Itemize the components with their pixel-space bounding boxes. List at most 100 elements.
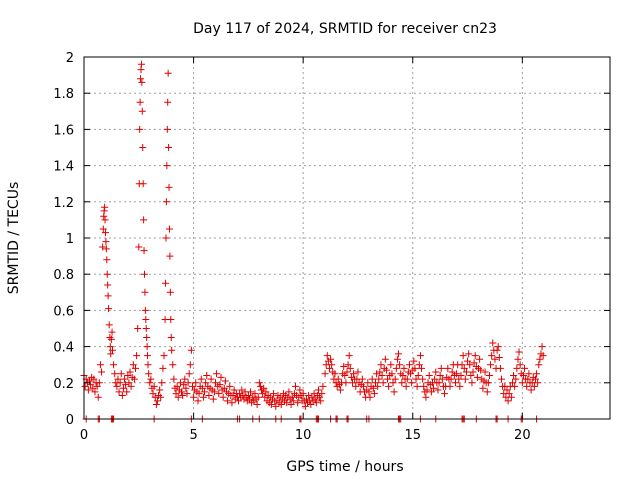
data-point [182, 384, 190, 392]
data-point [514, 355, 522, 363]
data-point [91, 388, 99, 396]
data-point [144, 361, 152, 369]
data-point [432, 368, 440, 376]
data-point [84, 386, 92, 394]
data-point [195, 390, 203, 398]
data-point [229, 391, 237, 399]
data-point [485, 372, 493, 380]
data-point [137, 75, 145, 83]
data-point [467, 372, 475, 380]
data-point [260, 384, 268, 392]
data-point [328, 361, 336, 369]
data-point [518, 379, 526, 387]
data-point [388, 370, 396, 378]
data-point [101, 203, 109, 211]
data-point [95, 379, 103, 387]
data-point [316, 393, 324, 401]
data-point [94, 393, 102, 401]
data-point [395, 350, 403, 358]
data-point [134, 325, 142, 332]
data-point [370, 390, 378, 398]
data-point [390, 388, 398, 396]
data-point [471, 352, 479, 360]
data-point [470, 359, 478, 367]
data-point [277, 401, 285, 409]
data-point [358, 375, 366, 383]
data-point [125, 379, 133, 387]
data-point [446, 382, 454, 390]
data-point [389, 379, 397, 387]
data-point [103, 270, 111, 278]
data-point [230, 386, 238, 394]
data-point [462, 368, 470, 376]
data-point [158, 379, 166, 387]
data-point [527, 386, 535, 394]
y-axis-label: SRMTID / TECUs [6, 182, 22, 295]
data-point [491, 355, 499, 363]
data-point [468, 379, 476, 387]
chart-title: Day 117 of 2024, SRMTID for receiver cn2… [193, 21, 497, 37]
data-point [220, 384, 228, 392]
data-point [183, 390, 191, 398]
data-point [207, 375, 215, 383]
data-point [407, 370, 415, 378]
data-point [305, 391, 313, 399]
data-point [483, 388, 491, 396]
data-point [165, 183, 173, 191]
data-point [205, 391, 213, 399]
data-point [393, 355, 401, 363]
data-point [219, 393, 227, 401]
data-point [194, 397, 202, 405]
data-point [430, 384, 438, 392]
data-point [173, 382, 181, 390]
data-point [494, 343, 502, 351]
data-point [106, 343, 114, 351]
y-tick-label: 1 [66, 232, 74, 247]
data-point [512, 375, 520, 383]
data-point [484, 379, 492, 387]
data-point [287, 401, 295, 409]
data-point [469, 368, 477, 376]
data-point [431, 375, 439, 383]
data-point [254, 393, 262, 401]
data-point [118, 391, 126, 399]
data-point [138, 107, 146, 115]
data-point [498, 375, 506, 383]
data-point [85, 377, 93, 385]
data-point [447, 375, 455, 383]
data-point [405, 361, 413, 369]
data-point [99, 225, 107, 233]
data-point [217, 373, 225, 381]
data-point [127, 382, 135, 390]
data-point [516, 361, 524, 369]
data-point [453, 370, 461, 378]
data-point [89, 384, 97, 392]
data-point [221, 377, 229, 385]
data-point [477, 366, 485, 374]
data-point [508, 379, 516, 387]
data-point [145, 370, 153, 378]
data-point [102, 238, 110, 246]
data-point [519, 372, 527, 380]
axis-ticks [83, 56, 610, 420]
data-point [334, 375, 342, 383]
data-point [110, 361, 118, 369]
data-point [162, 234, 170, 242]
data-point [507, 393, 515, 401]
data-point [166, 252, 174, 260]
data-point [101, 229, 109, 237]
data-point [185, 370, 193, 378]
data-point [455, 375, 463, 383]
data-point [448, 368, 456, 376]
data-point [413, 382, 421, 390]
data-point [270, 390, 278, 398]
data-point [343, 368, 351, 376]
data-point [331, 370, 339, 378]
data-point [157, 393, 165, 401]
data-point [319, 382, 327, 390]
data-point [162, 279, 170, 287]
data-point [178, 388, 186, 396]
data-points [80, 60, 547, 423]
data-point [396, 361, 404, 369]
y-tick-label: 0 [66, 413, 74, 428]
